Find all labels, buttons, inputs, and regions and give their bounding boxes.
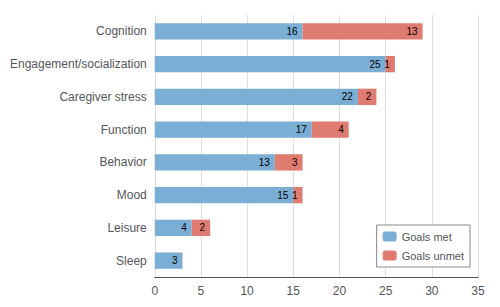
svg-text:5: 5 [198,284,205,298]
svg-text:1: 1 [292,190,298,201]
svg-text:13: 13 [259,157,271,168]
svg-text:Mood: Mood [117,188,147,202]
svg-text:Caregiver stress: Caregiver stress [59,90,146,104]
svg-text:1: 1 [384,59,390,70]
svg-text:0: 0 [151,284,158,298]
svg-text:25: 25 [370,59,382,70]
svg-text:22: 22 [342,91,354,102]
svg-text:Cognition: Cognition [96,24,147,38]
svg-text:4: 4 [181,222,187,233]
svg-text:Leisure: Leisure [107,221,147,235]
svg-text:20: 20 [333,284,347,298]
svg-text:3: 3 [172,255,178,266]
svg-text:35: 35 [471,284,485,298]
svg-text:Goals unmet: Goals unmet [402,250,464,262]
svg-text:2: 2 [366,91,372,102]
svg-text:15: 15 [277,190,289,201]
svg-text:Function: Function [101,123,147,137]
svg-text:13: 13 [406,26,418,37]
svg-text:17: 17 [296,124,308,135]
svg-text:16: 16 [286,26,298,37]
svg-text:2: 2 [200,222,206,233]
svg-text:15: 15 [287,284,301,298]
svg-text:Engagement/socialization: Engagement/socialization [10,57,147,71]
svg-text:Sleep: Sleep [116,254,147,268]
svg-text:30: 30 [425,284,439,298]
svg-text:10: 10 [240,284,254,298]
svg-text:25: 25 [379,284,393,298]
svg-text:3: 3 [292,157,298,168]
svg-text:Behavior: Behavior [99,155,146,169]
svg-text:Goals met: Goals met [402,231,452,243]
svg-text:4: 4 [338,124,344,135]
